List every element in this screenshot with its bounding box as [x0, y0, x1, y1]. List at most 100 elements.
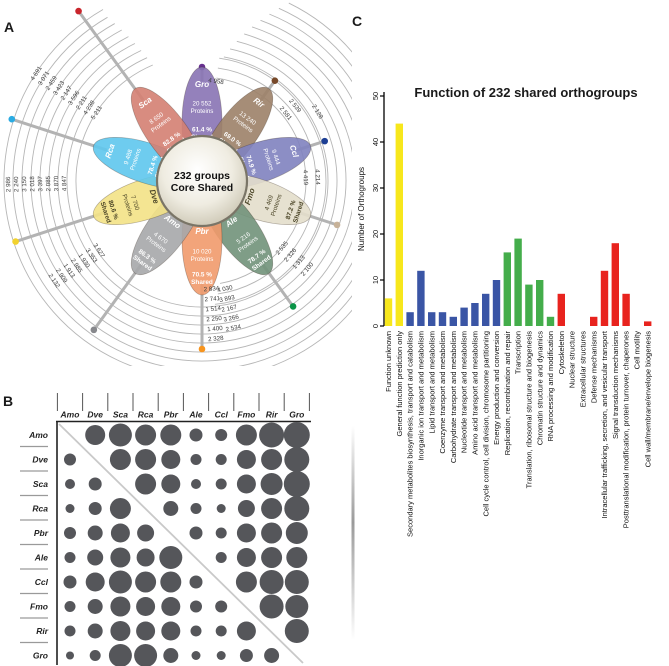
bubble-Ccl-Fmo: [235, 571, 257, 593]
bubble-Dve-Gro: [284, 447, 310, 472]
x-category-label: Secondary metabolites biosynthesis, tran…: [406, 331, 415, 537]
bubble-Rir-Amo: [64, 625, 76, 637]
svg-text:70.5 %Shared: 70.5 % Shared: [191, 271, 213, 286]
bubble-Fmo-Gro: [285, 595, 309, 618]
matrix-row-label-Dve: Dve: [32, 455, 48, 465]
svg-text:Cell motility: Cell motility: [633, 331, 642, 370]
bubble-Sca-Pbr: [161, 474, 181, 494]
pairwise-count-Rca: 4 847: [61, 175, 68, 191]
bubble-Amo-Sca: [108, 423, 132, 447]
bubble-Ale-Sca: [110, 547, 131, 568]
bubble-Gro-Ccl: [216, 651, 226, 660]
bubble-Rir-Fmo: [236, 621, 256, 641]
bubble-Rir-Ale: [190, 625, 202, 637]
bubble-Fmo-Dve: [87, 599, 103, 614]
svg-text:Posttranslational modification: Posttranslational modification, protein …: [622, 331, 631, 528]
pairwise-count-Pbr: 2 250: [206, 315, 223, 323]
pairwise-count-Rca: 2 240: [13, 176, 20, 192]
bubble-Ale-Amo: [64, 552, 76, 563]
bubble-Dve-Ccl: [215, 454, 227, 465]
svg-text:Gro: Gro: [195, 80, 209, 89]
bubble-Rca-Pbr: [163, 501, 179, 516]
petal-shared-Pbr: 70.5 % Shared: [191, 271, 213, 286]
svg-text:Lipid transport and metabolism: Lipid transport and metabolism: [427, 331, 436, 434]
bubble-Rir-Pbr: [161, 621, 181, 641]
svg-text:4 419: 4 419: [301, 170, 309, 186]
x-category-label: Energy production and conversion: [492, 331, 501, 445]
bubble-Pbr-Ccl: [215, 527, 227, 539]
bubble-Ale-Rca: [136, 548, 155, 567]
svg-text:30: 30: [371, 184, 380, 192]
svg-text:3 870: 3 870: [53, 175, 60, 191]
bubble-Ale-Ccl: [215, 552, 227, 563]
svg-text:Inorganic ion transport and me: Inorganic ion transport and metabolism: [417, 331, 426, 461]
matrix-row-label-Pbr: Pbr: [34, 528, 49, 538]
pairwise-count-Pbr: 2 834: [203, 285, 220, 293]
bar-cell-wall-membrane-envelope-biogenesis: [644, 321, 652, 326]
bubble-Gro-Rir: [264, 648, 280, 663]
svg-text:Signal transduction mechanisms: Signal transduction mechanisms: [611, 331, 620, 439]
bubble-Sca-Amo: [65, 479, 75, 489]
bubble-Pbr-Amo: [64, 527, 76, 539]
bubble-Ccl-Rca: [135, 571, 157, 593]
bubble-Gro-Pbr: [163, 648, 179, 663]
bar-inorganic-ion-transport-and-metabolism: [417, 270, 425, 326]
species-dot-Pbr: [198, 345, 206, 353]
svg-text:Coenzyme transport and metabol: Coenzyme transport and metabolism: [438, 331, 447, 454]
bubble-Amo-Ale: [189, 428, 203, 442]
species-dot-Sca: [75, 7, 82, 15]
x-category-label: Carbohydrate transport and metabolism: [449, 331, 458, 463]
bar-lipid-transport-and-metabolism: [428, 312, 436, 326]
core-shared-circle: 232 groups Core Shared: [155, 134, 249, 228]
bar-function-unknown: [384, 298, 393, 326]
matrix-row-label-Sca: Sca: [33, 479, 48, 489]
bubble-Ccl-Sca: [108, 570, 132, 594]
y-tick-label: 20: [371, 230, 380, 238]
pairwise-arc: [39, 26, 352, 344]
svg-text:4 847: 4 847: [61, 175, 68, 191]
svg-text:2 741: 2 741: [204, 295, 221, 303]
pairwise-arc: [21, 13, 352, 362]
svg-text:Intracellular trafficking, sec: Intracellular trafficking, secretion, an…: [600, 330, 609, 518]
bar-posttranslational-modification-protein-turnover-chaperones: [622, 293, 630, 326]
bar-replication-recombination-and-repair: [503, 252, 511, 326]
svg-text:Chromatin structure and dynami: Chromatin structure and dynamics: [535, 331, 544, 445]
pairwise-count-Pbr: 2 328: [208, 335, 225, 343]
x-category-label: Intracellular trafficking, secretion, an…: [600, 330, 609, 518]
panel-c-label: C: [352, 13, 362, 29]
x-category-label: Defense mechanisms: [589, 331, 598, 403]
species-dot-Fmo: [333, 221, 341, 229]
bubble-Rca-Amo: [65, 504, 75, 513]
bubble-Dve-Pbr: [161, 450, 181, 469]
bubble-Sca-Dve: [88, 477, 102, 491]
svg-text:50: 50: [371, 92, 380, 100]
spoke-Rca: [11, 117, 108, 152]
svg-text:3 266: 3 266: [223, 313, 240, 323]
matrix-col-label-Amo: Amo: [60, 410, 80, 420]
bubble-Ale-Dve: [87, 549, 104, 566]
pairwise-count-Ale: 3 893: [219, 294, 236, 304]
panel-b-label: B: [3, 393, 13, 409]
svg-text:3 397: 3 397: [37, 175, 44, 191]
bar-chromatin-structure-and-dynamics: [536, 280, 544, 326]
svg-text:Nucleotide transport and metab: Nucleotide transport and metabolism: [460, 331, 469, 453]
pairwise-count-Rca: 3 870: [53, 175, 60, 191]
matrix-col-label-Dve: Dve: [87, 410, 103, 420]
svg-text:4 214: 4 214: [313, 169, 321, 185]
chart-title: Function of 232 shared orthogroups: [414, 85, 637, 100]
svg-text:Ccl: Ccl: [288, 144, 301, 159]
pairwise-count-Ale: 3 266: [223, 313, 240, 323]
petal-name-Pbr: Pbr: [195, 227, 209, 236]
bar-general-function-prediction-only: [395, 123, 403, 326]
bubble-Amo-Rca: [135, 424, 157, 446]
matrix-col-label-Ccl: Ccl: [215, 410, 229, 420]
bar-amino-acid-transport-and-metabolism: [471, 303, 479, 326]
bubble-Sca-Ale: [191, 479, 201, 489]
bubble-Sca-Gro: [283, 471, 310, 497]
matrix-col-label-Rir: Rir: [266, 410, 279, 420]
bar-nucleotide-transport-and-metabolism: [460, 307, 468, 326]
pairwise-arc: [66, 48, 338, 317]
pairwise-count-Pbr: 2 741: [204, 295, 221, 303]
